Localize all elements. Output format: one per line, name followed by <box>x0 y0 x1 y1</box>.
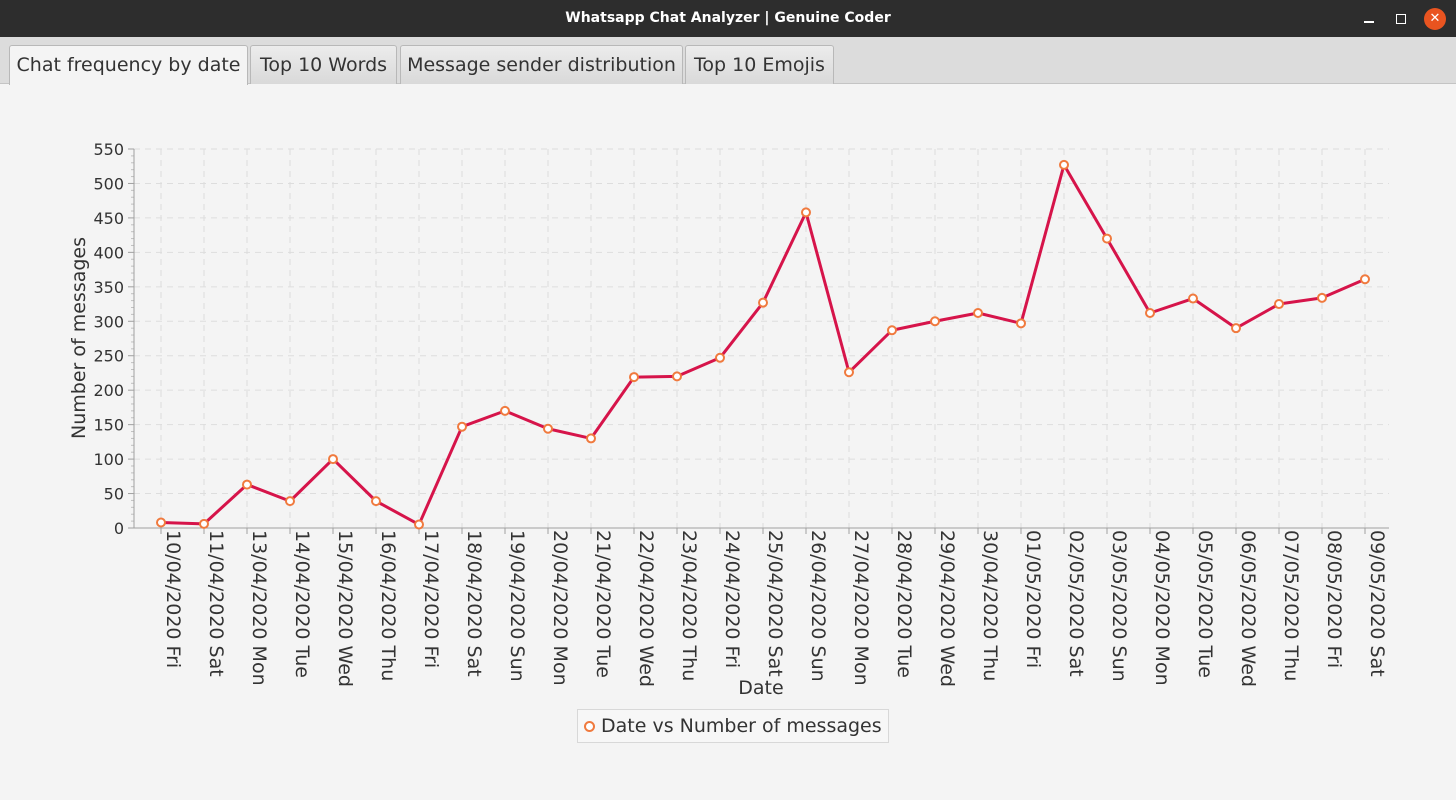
x-tick-label: 10/04/2020 Fri <box>162 530 184 668</box>
chart-series <box>156 159 1370 530</box>
y-tick-label: 450 <box>93 209 124 228</box>
close-icon: ✕ <box>1429 11 1441 26</box>
x-tick-label: 19/04/2020 Sun <box>506 530 528 682</box>
x-tick-label: 17/04/2020 Fri <box>420 530 442 668</box>
window-title: Whatsapp Chat Analyzer | Genuine Coder <box>565 10 891 26</box>
x-tick-label: 05/05/2020 Tue <box>1194 530 1216 678</box>
tab-bar: Chat frequency by date Top 10 Words Mess… <box>0 37 1456 85</box>
data-point <box>715 352 725 363</box>
x-tick-label: 09/05/2020 Sat <box>1366 530 1388 677</box>
data-point <box>543 423 553 434</box>
y-tick-label: 100 <box>93 450 124 469</box>
x-tick-label: 18/04/2020 Sat <box>463 530 485 677</box>
chart-legend: Date vs Number of messages <box>577 709 889 743</box>
x-tick-label: 30/04/2020 Thu <box>979 530 1001 681</box>
x-tick-label: 20/04/2020 Mon <box>549 530 571 686</box>
maximize-button[interactable] <box>1390 8 1412 30</box>
data-point <box>629 372 639 383</box>
x-tick-label: 24/04/2020 Fri <box>721 530 743 668</box>
data-point <box>758 297 768 308</box>
y-tick-label: 300 <box>93 312 124 331</box>
x-tick-label: 23/04/2020 Thu <box>678 530 700 681</box>
data-point <box>1360 274 1370 285</box>
x-tick-label: 22/04/2020 Wed <box>635 530 657 687</box>
data-point <box>328 454 338 465</box>
y-tick-label: 200 <box>93 381 124 400</box>
legend-label: Date vs Number of messages <box>601 715 882 737</box>
data-point <box>1016 318 1026 329</box>
data-point <box>500 405 510 416</box>
x-tick-label: 07/05/2020 Thu <box>1280 530 1302 681</box>
data-point <box>199 518 209 529</box>
data-point <box>801 207 811 218</box>
data-point <box>414 519 424 530</box>
tab-top-10-emojis[interactable]: Top 10 Emojis <box>685 45 834 84</box>
y-tick-label: 250 <box>93 347 124 366</box>
minimize-icon <box>1364 21 1374 23</box>
data-point <box>1188 293 1198 304</box>
data-point <box>672 371 682 382</box>
y-tick-label: 150 <box>93 416 124 435</box>
legend-marker-icon <box>584 720 595 732</box>
data-point <box>242 479 252 490</box>
x-tick-label: 25/04/2020 Sat <box>764 530 786 677</box>
close-button[interactable]: ✕ <box>1424 8 1446 30</box>
x-tick-label: 26/04/2020 Sun <box>807 530 829 682</box>
x-tick-label: 29/04/2020 Wed <box>936 530 958 687</box>
data-point <box>887 325 897 336</box>
x-tick-label: 08/05/2020 Fri <box>1323 530 1345 668</box>
chart-axes: 0 50 100 150 200 250 300 350 400 450 500 550 10/04/2… <box>93 140 1389 687</box>
data-point <box>1145 308 1155 319</box>
x-tick-label: 14/04/2020 Tue <box>291 530 313 678</box>
x-tick-label: 04/05/2020 Mon <box>1151 530 1173 686</box>
y-tick-label: 50 <box>104 485 124 504</box>
data-point <box>156 517 166 528</box>
y-tick-label: 350 <box>93 278 124 297</box>
x-tick-label: 01/05/2020 Fri <box>1022 530 1044 668</box>
x-tick-label: 15/04/2020 Wed <box>334 530 356 687</box>
x-tick-label: 16/04/2020 Thu <box>377 530 399 681</box>
x-tick-label: 13/04/2020 Mon <box>248 530 270 686</box>
y-tick-label: 400 <box>93 243 124 262</box>
data-point <box>1102 233 1112 244</box>
y-axis-label: Number of messages <box>68 237 90 439</box>
maximize-icon <box>1396 14 1406 24</box>
data-point <box>844 367 854 378</box>
data-point <box>973 308 983 319</box>
data-point <box>457 421 467 432</box>
x-tick-label: 03/05/2020 Sun <box>1108 530 1130 682</box>
x-tick-label: 21/04/2020 Tue <box>592 530 614 678</box>
chart-panel <box>0 84 1456 800</box>
data-point <box>586 433 596 444</box>
data-point <box>1231 323 1241 334</box>
x-axis-label: Date <box>738 677 783 699</box>
data-point <box>371 496 381 507</box>
y-tick-label: 0 <box>114 519 124 538</box>
tab-chat-frequency-by-date[interactable]: Chat frequency by date <box>9 45 248 85</box>
chart-grid <box>134 148 1389 528</box>
x-tick-label: 27/04/2020 Mon <box>850 530 872 686</box>
x-tick-label: 11/04/2020 Sat <box>205 530 227 677</box>
minimize-button[interactable] <box>1358 8 1380 30</box>
window-titlebar: Whatsapp Chat Analyzer | Genuine Coder ✕ <box>0 0 1456 37</box>
data-point <box>930 316 940 327</box>
tab-message-sender-distribution[interactable]: Message sender distribution <box>400 45 683 84</box>
tab-top-10-words[interactable]: Top 10 Words <box>250 45 397 84</box>
x-tick-label: 02/05/2020 Sat <box>1065 530 1087 677</box>
y-tick-label: 500 <box>93 174 124 193</box>
x-tick-label: 06/05/2020 Wed <box>1237 530 1259 687</box>
data-point <box>1059 159 1069 170</box>
data-point <box>1317 292 1327 303</box>
data-point <box>1274 299 1284 310</box>
y-tick-label: 550 <box>93 140 124 159</box>
x-tick-label: 28/04/2020 Tue <box>893 530 915 678</box>
data-point <box>285 496 295 507</box>
